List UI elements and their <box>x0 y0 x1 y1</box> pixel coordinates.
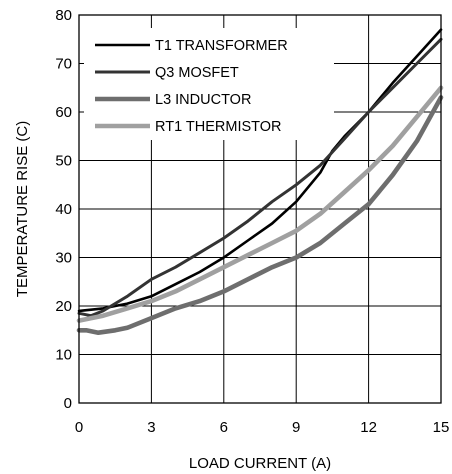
x-tick-label: 12 <box>360 419 377 436</box>
y-tick-label: 10 <box>55 347 72 364</box>
y-tick-label: 80 <box>55 7 72 24</box>
plot-area-frame <box>78 14 442 404</box>
legend-label-4: RT1 THERMISTOR <box>155 119 282 135</box>
y-axis-ticks: 0 10 20 30 40 50 60 70 80 <box>55 7 72 412</box>
x-axis-ticks: 0 3 6 9 12 15 <box>75 419 450 436</box>
series-line-4 <box>76 85 444 323</box>
y-tick-label: 40 <box>55 201 72 218</box>
y-tick-label: 0 <box>64 395 72 412</box>
legend-label-2: Q3 MOSFET <box>155 65 239 81</box>
y-axis-label: TEMPERATURE RISE (C) <box>14 121 31 297</box>
series-layer <box>76 28 444 335</box>
series-line-3 <box>76 95 444 335</box>
x-tick-label: 3 <box>147 419 155 436</box>
legend-background <box>84 28 334 140</box>
y-tick-label: 60 <box>55 104 72 121</box>
x-axis-label: LOAD CURRENT (A) <box>189 455 331 472</box>
x-tick-label: 15 <box>433 419 450 436</box>
y-tick-label: 50 <box>55 153 72 170</box>
x-tick-label: 0 <box>75 419 83 436</box>
y-tick-label: 20 <box>55 298 72 315</box>
y-tick-label: 70 <box>55 56 72 73</box>
y-tick-label: 30 <box>55 250 72 267</box>
x-tick-label: 6 <box>220 419 228 436</box>
series-line-2 <box>77 37 443 318</box>
legend-label-1: T1 TRANSFORMER <box>155 38 288 54</box>
legend: T1 TRANSFORMER Q3 MOSFET L3 INDUCTOR RT1 TH… <box>95 38 288 135</box>
legend-label-3: L3 INDUCTOR <box>155 92 251 108</box>
x-tick-label: 9 <box>292 419 300 436</box>
